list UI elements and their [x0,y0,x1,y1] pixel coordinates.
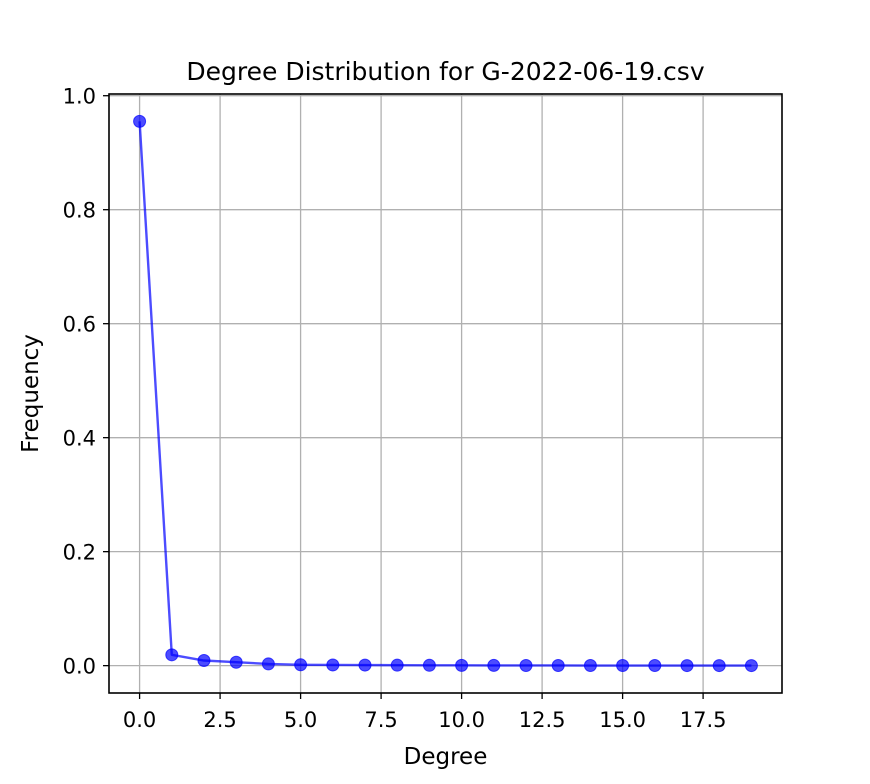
x-tick-label: 15.0 [599,708,646,732]
x-axis-label: Degree [404,744,488,770]
y-tick-label: 1.0 [63,85,96,109]
data-point [294,658,308,672]
x-tick-label: 5.0 [284,708,317,732]
data-point [390,658,404,672]
x-tick-label: 10.0 [438,708,485,732]
data-point [519,658,533,672]
data-point [712,659,726,673]
y-axis-label: Frequency [18,334,44,453]
data-point [261,657,275,671]
plot-frame [108,93,783,694]
x-tick-label: 17.5 [680,708,727,732]
data-point [133,114,147,128]
y-tick-label: 0.2 [63,541,96,565]
data-point [583,659,597,673]
grid-lines [109,94,782,693]
y-tick-label: 0.6 [63,313,96,337]
data-point [165,648,179,662]
data-point [455,658,469,672]
data-point [358,658,372,672]
data-point [551,658,565,672]
data-point [680,659,694,673]
data-point [326,658,340,672]
data-point [197,654,211,668]
axis-ticks: 0.0 2.5 5.0 7.5 10.0 12.5 15.0 17.5 0.0 0.2 0.4 0.6… [63,85,727,732]
data-point [648,659,662,673]
data-point [487,658,501,672]
data-point [744,659,758,673]
series-layer [133,114,758,673]
y-tick-label: 0.8 [63,199,96,223]
x-tick-label: 12.5 [519,708,566,732]
x-tick-label: 2.5 [203,708,236,732]
y-tick-label: 0.4 [63,427,96,451]
data-point [229,655,243,669]
x-tick-label: 0.0 [123,708,156,732]
x-tick-label: 7.5 [364,708,397,732]
data-point [422,658,436,672]
y-tick-label: 0.0 [63,655,96,679]
chart-title: Degree Distribution for G-2022-06-19.csv [186,57,704,86]
data-point [616,659,630,673]
